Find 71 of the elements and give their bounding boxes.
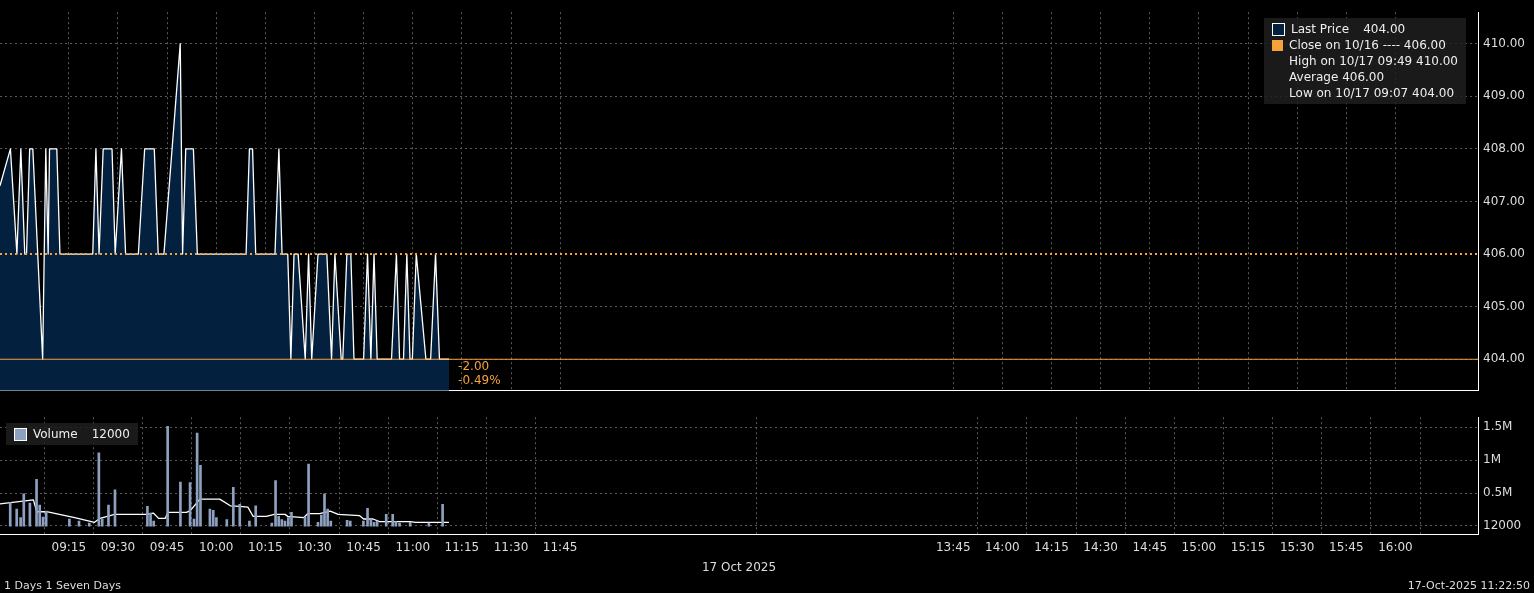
x-tick-label: 15:45 xyxy=(1329,539,1364,554)
x-tick-label: 11:45 xyxy=(542,539,578,554)
bar xyxy=(8,502,12,527)
bar xyxy=(398,522,401,527)
text: 1 Days 1 Seven Days xyxy=(4,579,121,592)
annotation: 404.00 xyxy=(1363,21,1406,38)
x-tick-label: 15:00 xyxy=(1181,539,1217,554)
bar xyxy=(254,505,258,527)
y-tick-label: 406.00 xyxy=(1483,246,1525,261)
bar xyxy=(441,504,444,527)
bar xyxy=(307,463,310,527)
bar xyxy=(323,493,326,527)
x-tick-label: 09:45 xyxy=(149,539,185,554)
y-tick-label: 409.00 xyxy=(1483,88,1525,103)
bar xyxy=(274,480,277,527)
x-tick-label: 09:30 xyxy=(100,539,136,554)
x-tick-label: 11:15 xyxy=(444,539,480,554)
legend-label: Volume xyxy=(33,426,78,443)
bar xyxy=(35,479,38,527)
y-tick-label: 1M xyxy=(1483,452,1501,467)
bar xyxy=(15,508,19,527)
annotation: -2.00 xyxy=(458,359,490,374)
y-tick-label: 1.5M xyxy=(1483,419,1513,434)
bar xyxy=(87,522,91,527)
bar xyxy=(248,520,251,527)
x-axis-title: 17 Oct 2025 xyxy=(701,559,777,574)
bar xyxy=(384,514,388,527)
x-tick-label: 14:45 xyxy=(1132,539,1168,554)
bar xyxy=(44,510,48,527)
x-tick-label: 10:15 xyxy=(248,539,283,554)
bar xyxy=(290,512,293,527)
y-tick-label: 407.00 xyxy=(1483,193,1525,208)
legend-label: Last Price xyxy=(1291,21,1350,38)
annotation: High on 10/17 09:49 410.00 xyxy=(1289,53,1458,70)
x-tick-label: 16:00 xyxy=(1378,539,1413,554)
x-tick-label: 11:00 xyxy=(395,539,431,554)
x-tick-label: 10:00 xyxy=(198,539,234,554)
x-tick-label: 13:45 xyxy=(935,539,971,554)
x-tick-label: 10:30 xyxy=(297,539,332,554)
bar xyxy=(146,506,149,527)
bar xyxy=(366,508,369,527)
x-tick-label: 14:15 xyxy=(1034,539,1069,554)
bar xyxy=(179,481,182,527)
bar xyxy=(225,519,229,527)
y-tick-label: 0.5M xyxy=(1483,485,1513,500)
y-tick-label: 404.00 xyxy=(1483,351,1525,366)
y-tick-label: 410.00 xyxy=(1483,35,1525,50)
legend-label: Close on 10/16 ---- 406.00 xyxy=(1289,37,1446,54)
annotation: Low on 10/17 09:07 404.00 xyxy=(1289,85,1455,102)
annotation: Average 406.00 xyxy=(1289,69,1385,86)
y-tick-label: 408.00 xyxy=(1483,141,1525,156)
x-tick-label: 15:30 xyxy=(1279,539,1315,554)
text: 17-Oct-2025 11:22:50 xyxy=(1407,579,1530,592)
x-tick-label: 10:45 xyxy=(346,539,381,554)
bar xyxy=(68,518,71,527)
x-tick-label: 14:00 xyxy=(985,539,1020,554)
x-tick-label: 14:30 xyxy=(1083,539,1118,554)
annotation: 12000 xyxy=(91,426,130,443)
bar xyxy=(107,504,110,527)
x-tick-label: 15:15 xyxy=(1230,539,1266,554)
y-tick-label: 12000 xyxy=(1483,517,1522,532)
y-tick-label: 405.00 xyxy=(1483,298,1525,313)
bar xyxy=(166,426,169,527)
bar xyxy=(391,514,395,527)
x-tick-label: 11:30 xyxy=(493,539,529,554)
annotation: -0.49% xyxy=(458,373,501,388)
x-tick-label: 09:15 xyxy=(51,539,87,554)
bar xyxy=(231,486,235,527)
bar xyxy=(22,493,26,527)
bar xyxy=(408,521,412,527)
bar xyxy=(238,504,242,527)
